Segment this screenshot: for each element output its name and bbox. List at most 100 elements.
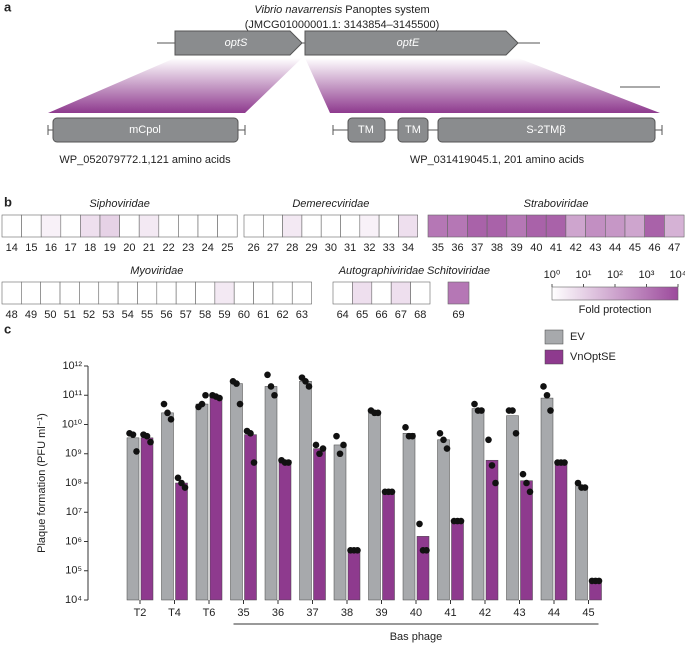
cell-label: 58 — [199, 309, 211, 321]
replicate-point — [540, 383, 547, 390]
cell-label: 46 — [648, 242, 660, 254]
replicate-point — [143, 432, 151, 440]
legend-label: EV — [570, 331, 585, 343]
heat-cell — [447, 214, 468, 238]
heat-cell — [320, 214, 341, 238]
x-tick-label: 39 — [375, 607, 387, 619]
y-axis-label: Plaque formation (PFU ml⁻¹) — [36, 413, 48, 553]
replicate-point — [512, 430, 520, 437]
heat-cell — [80, 214, 101, 238]
x-tick-label: 40 — [410, 607, 422, 619]
bar — [382, 491, 395, 601]
heat-cell — [272, 281, 293, 305]
cell-label: 54 — [122, 309, 134, 321]
cell-label: 34 — [402, 242, 414, 254]
heat-cell — [585, 214, 606, 238]
cell-label: 32 — [363, 242, 375, 254]
replicate-point — [440, 436, 447, 444]
heat-cell — [624, 214, 646, 238]
cell-label: 55 — [141, 309, 153, 321]
replicate-point — [247, 430, 254, 437]
replicate-point — [409, 432, 416, 440]
legend-swatch — [544, 329, 564, 345]
bar — [161, 412, 174, 601]
cell-label: 25 — [221, 242, 233, 254]
cell-label: 62 — [276, 309, 288, 321]
heat-cell — [565, 214, 586, 238]
heat-cell — [1, 281, 22, 305]
bar — [451, 520, 464, 601]
cell-label: 39 — [511, 242, 523, 254]
replicate-point — [316, 450, 323, 458]
title: Vibrio navarrensis Panoptes system — [254, 4, 429, 16]
cell-label: 22 — [162, 242, 174, 254]
heat-cell — [291, 281, 312, 305]
heat-cell — [359, 214, 380, 238]
y-tick-label: 10¹⁰ — [62, 418, 83, 430]
heat-cell — [253, 281, 274, 305]
cell-label: 52 — [83, 309, 95, 321]
colorbar-tick-label: 10¹ — [576, 269, 592, 281]
cell-label: 42 — [570, 242, 582, 254]
cell-label: 66 — [375, 309, 387, 321]
heat-cell — [158, 214, 179, 238]
legend-label: VnOptSE — [570, 351, 616, 363]
cell-label: 57 — [180, 309, 192, 321]
replicate-point — [340, 441, 347, 449]
system: Panoptes system — [345, 4, 429, 16]
heat-cell — [371, 281, 392, 305]
cell-label: 36 — [451, 242, 463, 254]
bar — [175, 482, 188, 601]
replicate-point — [547, 407, 554, 414]
heat-cell — [99, 214, 120, 238]
bar — [209, 396, 223, 601]
group-title: Siphoviridae — [89, 198, 150, 210]
domain — [347, 117, 386, 143]
cell-label: 45 — [629, 242, 641, 254]
replicate-point — [388, 488, 396, 496]
heat-cell — [398, 214, 418, 238]
zoom-wedge — [48, 58, 302, 113]
replicate-point — [267, 383, 275, 390]
heat-cell — [340, 214, 361, 238]
x-tick-label: 35 — [237, 607, 249, 619]
y-tick-label: 10⁹ — [65, 448, 82, 460]
domain-label: mCpol — [129, 124, 161, 136]
replicate-point — [354, 547, 361, 554]
y-tick-label: 10⁴ — [65, 594, 82, 606]
heat-cell — [410, 281, 431, 305]
x-tick-label: T4 — [168, 607, 181, 619]
heat-cell — [178, 214, 199, 238]
heat-cell — [282, 214, 303, 238]
y-tick-label: 10⁵ — [65, 565, 82, 577]
heat-cell — [60, 214, 81, 238]
colorbar — [551, 286, 679, 301]
heat-cell — [447, 281, 470, 305]
cell-label: 33 — [383, 242, 395, 254]
heat-cell — [604, 214, 626, 238]
bar — [540, 397, 554, 601]
replicate-point — [160, 400, 168, 408]
group-title: Myoviridae — [130, 265, 183, 277]
replicate-point — [423, 547, 430, 554]
bar — [471, 408, 485, 601]
cell-label: 49 — [25, 309, 37, 321]
colorbar-tick-label: 10⁴ — [670, 269, 685, 281]
bar — [278, 459, 292, 601]
gene-arrow — [304, 30, 519, 56]
cell-label: 15 — [25, 242, 37, 254]
x-tick-label: 45 — [582, 607, 594, 619]
bar — [402, 433, 416, 601]
replicate-point — [402, 424, 409, 431]
replicate-point — [285, 459, 292, 466]
heat-cell — [526, 214, 547, 238]
cell-label: 28 — [286, 242, 298, 254]
x-tick-label: 37 — [306, 607, 318, 619]
heat-cell — [506, 214, 527, 238]
heat-cell — [119, 214, 140, 238]
gene-label: optS — [225, 37, 248, 49]
bar — [437, 439, 450, 601]
domain — [397, 117, 429, 143]
y-tick-label: 10⁷ — [66, 506, 82, 518]
replicate-point — [457, 517, 465, 525]
